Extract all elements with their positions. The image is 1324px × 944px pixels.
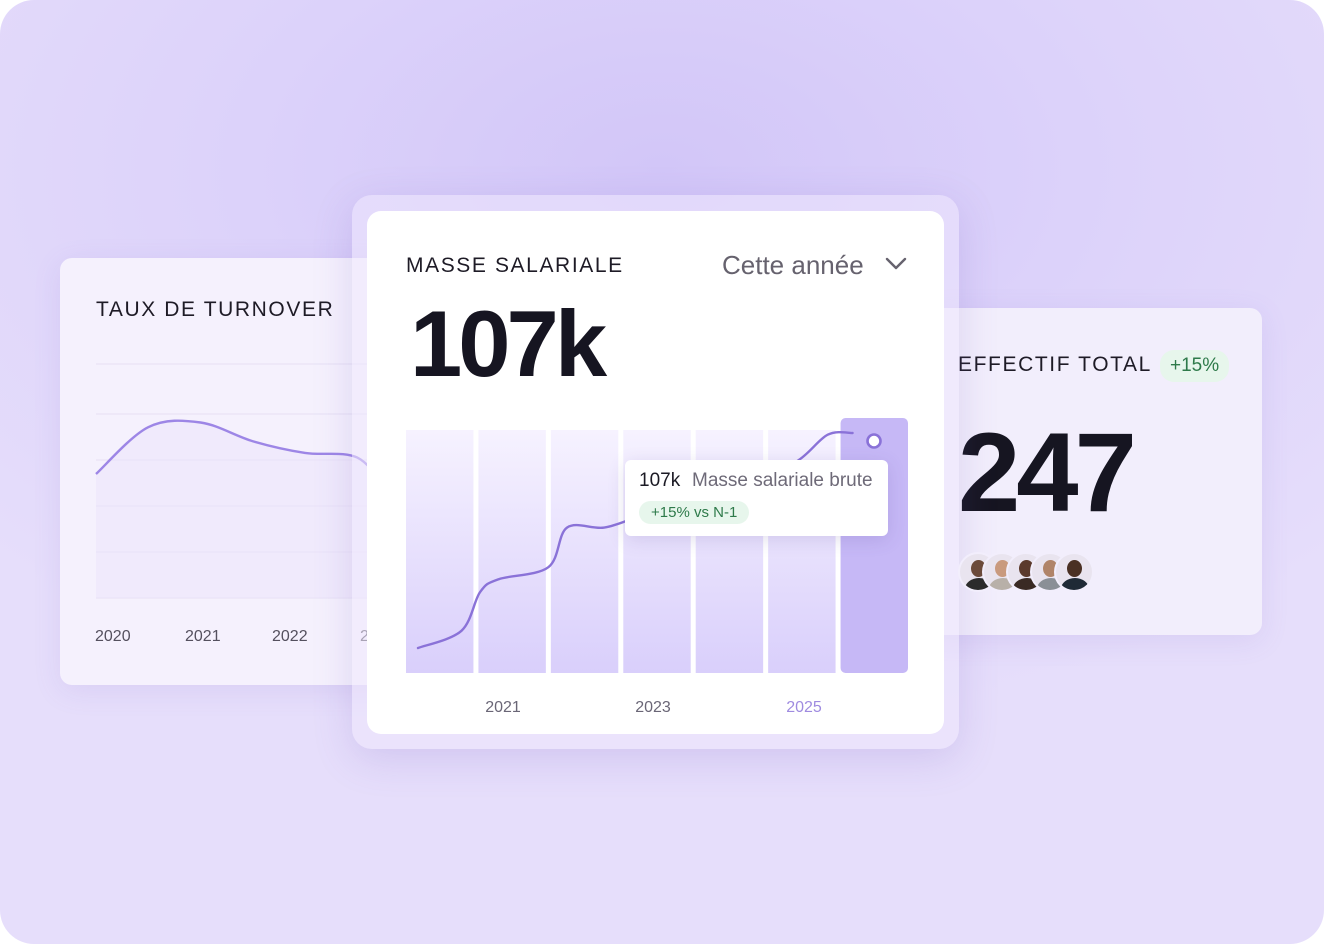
turnover-tick-label: 2021: [185, 628, 221, 645]
period-selector[interactable]: Cette année: [722, 250, 864, 280]
headcount-growth-badge: +15%: [1160, 350, 1230, 382]
payroll-bar: [840, 418, 908, 673]
turnover-chart: 2020202120222: [95, 363, 390, 645]
avatar-face: [1067, 560, 1082, 577]
payroll-tick-label: 2023: [635, 699, 671, 716]
tooltip-growth-badge: +15% vs N-1: [639, 501, 750, 524]
turnover-tick-label: 2022: [272, 628, 308, 645]
payroll-tick-label: 2021: [485, 699, 521, 716]
payroll-bar: [478, 430, 546, 673]
payroll-value: 107k: [410, 291, 607, 396]
chevron-down-icon[interactable]: [884, 256, 908, 274]
avatar-5[interactable]: [1054, 552, 1094, 592]
turnover-title: TAUX DE TURNOVER: [96, 298, 335, 321]
payroll-tick-label: 2025: [786, 699, 822, 716]
payroll-title: MASSE SALARIALE: [406, 254, 624, 277]
payroll-point-marker: [866, 433, 882, 449]
avatar-body: [1061, 578, 1089, 590]
chart-tooltip: 107k Masse salariale brute +15% vs N-1: [625, 460, 888, 536]
tooltip-label: Masse salariale brute: [692, 470, 873, 491]
turnover-area: [96, 420, 389, 598]
payroll-bar: [550, 430, 619, 673]
headcount-value: 247: [958, 410, 1137, 535]
turnover-tick-label: 2020: [95, 628, 131, 645]
headcount-title: EFFECTIF TOTAL: [958, 353, 1152, 376]
payroll-bar: [406, 430, 474, 673]
tooltip-value: 107k: [639, 470, 681, 491]
